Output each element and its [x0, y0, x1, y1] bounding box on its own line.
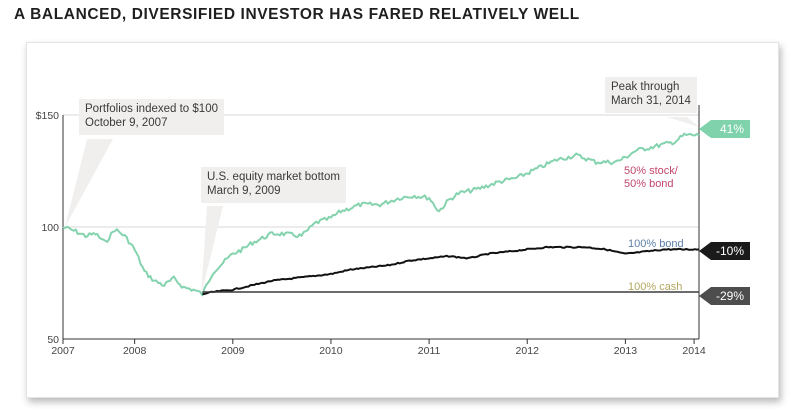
callout-bottom: U.S. equity market bottom March 9, 2009 — [201, 167, 346, 203]
x-tick-label-2008: 2008 — [123, 345, 147, 357]
callout-indexed-line2: October 9, 2007 — [85, 116, 168, 129]
x-tick-label-2012: 2012 — [516, 345, 540, 357]
end-tag-balanced-value: 41% — [719, 122, 744, 136]
callout-peak-line1: Peak through — [611, 81, 680, 93]
end-tag-cash: -29% — [699, 287, 750, 305]
series-line-bond — [202, 245, 700, 296]
callout-peak-pointer — [667, 117, 699, 127]
label-balanced-line1: 50% stock/ — [624, 165, 678, 177]
end-tag-balanced: 41% — [699, 120, 750, 138]
line-chart: 50 100 $150 2007 2008 2009 2010 2011 2012 2013 201… — [36, 105, 706, 357]
chart-title: A BALANCED, DIVERSIFIED INVESTOR HAS FAR… — [14, 6, 580, 23]
series-line-balanced — [62, 132, 700, 297]
callout-bottom-pointer — [201, 206, 223, 295]
callout-peak: Peak through March 31, 2014 — [605, 77, 697, 113]
x-tick-label-2007: 2007 — [51, 345, 75, 357]
x-tick-label-2011: 2011 — [418, 345, 441, 357]
y-tick-label-100: 100 — [41, 222, 59, 234]
label-balanced-line2: 50% bond — [624, 178, 674, 190]
y-tick-label-150: $150 — [36, 110, 60, 122]
end-tag-bond-value: -10% — [715, 244, 744, 258]
label-balanced: 50% stock/ 50% bond — [624, 165, 678, 191]
chart-panel: 50 100 $150 2007 2008 2009 2010 2011 2012 2013 201… — [26, 42, 779, 398]
x-tick-label-2010: 2010 — [319, 345, 343, 357]
end-tag-cash-value: -29% — [715, 289, 744, 303]
x-tick-label-2009: 2009 — [221, 345, 245, 357]
callout-bottom-line1: U.S. equity market bottom — [207, 171, 340, 183]
label-cash: 100% cash — [628, 281, 683, 293]
end-tag-bond: -10% — [699, 242, 750, 260]
y-tick-label-50: 50 — [47, 334, 59, 346]
callout-indexed-line1: Portfolios indexed to $100 — [85, 103, 218, 115]
callout-bottom-line2: March 9, 2009 — [207, 184, 281, 197]
x-tick-label-2013: 2013 — [614, 345, 638, 357]
callout-indexed-pointer — [65, 139, 113, 227]
x-tick-label-2014: 2014 — [682, 345, 706, 357]
label-bond: 100% bond — [628, 238, 684, 250]
callout-peak-line2: March 31, 2014 — [611, 94, 691, 107]
callout-indexed: Portfolios indexed to $100 October 9, 20… — [79, 99, 224, 135]
